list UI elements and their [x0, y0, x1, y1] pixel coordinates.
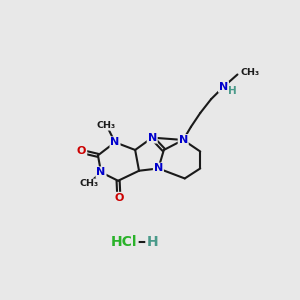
Text: O: O: [77, 146, 86, 157]
Text: N: N: [110, 137, 120, 147]
Text: CH₃: CH₃: [241, 68, 260, 77]
Text: N: N: [219, 82, 228, 92]
Text: H: H: [228, 86, 237, 96]
Text: HCl: HCl: [111, 236, 138, 249]
Text: O: O: [114, 193, 124, 203]
Text: N: N: [148, 133, 157, 142]
Text: CH₃: CH₃: [96, 121, 115, 130]
Text: N: N: [178, 135, 188, 145]
Text: CH₃: CH₃: [79, 179, 98, 188]
Text: H: H: [146, 236, 158, 249]
Text: N: N: [154, 164, 163, 173]
Text: N: N: [96, 167, 106, 177]
